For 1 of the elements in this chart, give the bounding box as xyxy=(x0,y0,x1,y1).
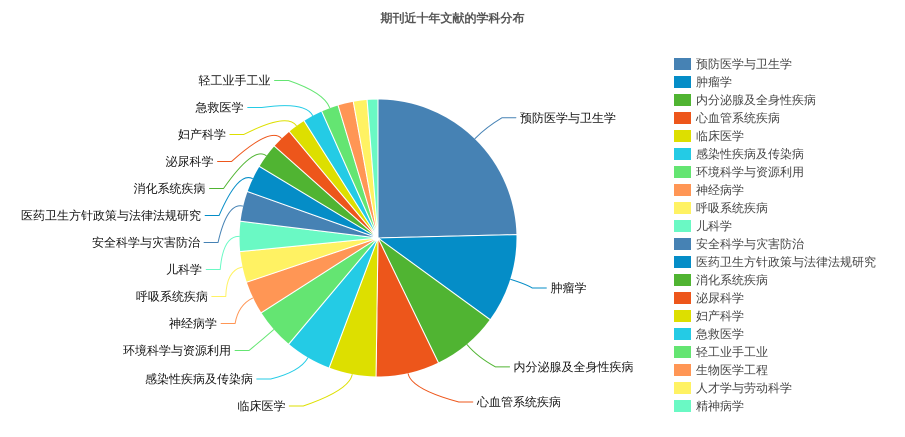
title: 期刊近十年文献的学科分布 xyxy=(380,11,524,25)
